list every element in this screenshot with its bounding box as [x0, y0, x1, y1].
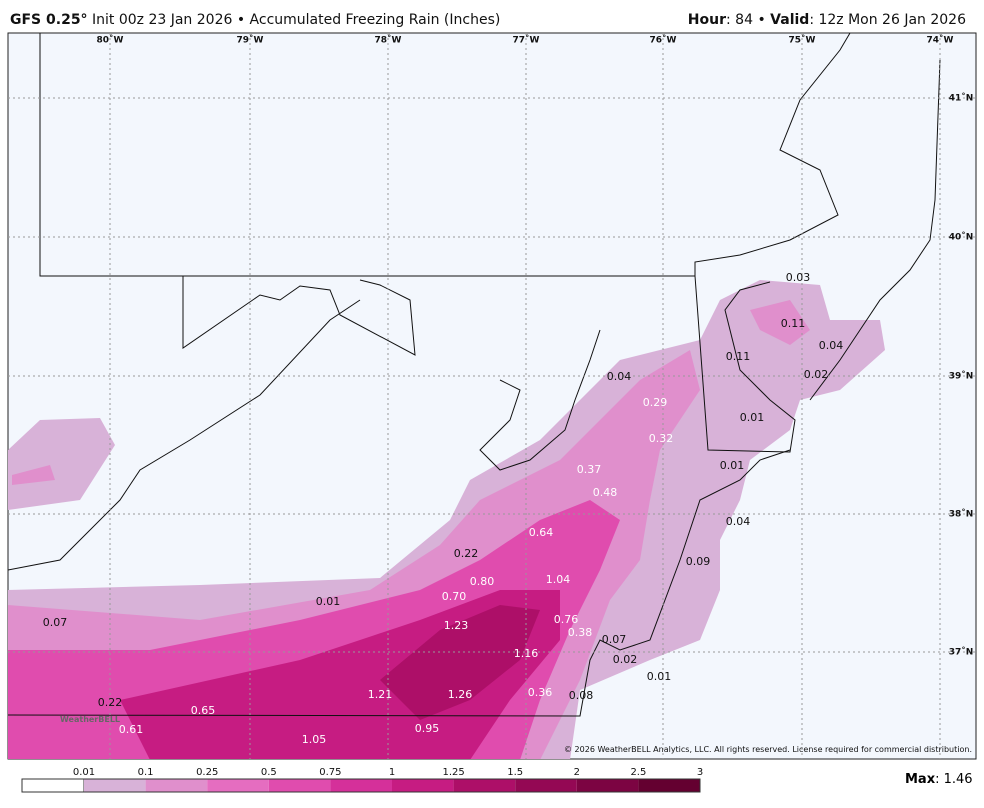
max-label: Max — [905, 772, 936, 787]
value-label: 0.02 — [804, 368, 829, 381]
copyright: © 2026 WeatherBELL Analytics, LLC. All r… — [564, 745, 972, 754]
colorbar-label: 1.25 — [442, 767, 464, 778]
value-label: 0.32 — [649, 432, 674, 445]
longitude-label: 74˚W — [927, 35, 954, 46]
value-label: 0.11 — [781, 317, 806, 330]
colorbar-frame — [21, 778, 701, 793]
value-label: 0.04 — [726, 515, 751, 528]
value-label: 0.64 — [529, 526, 554, 539]
latitude-label: 37˚N — [949, 647, 974, 658]
latitude-label: 40˚N — [949, 232, 974, 243]
colorbar-segment — [207, 779, 269, 792]
colorbar-label: 0.1 — [138, 767, 154, 778]
subtitle: Init 00z 23 Jan 2026 • Accumulated Freez… — [92, 12, 501, 28]
colorbar-segment — [392, 779, 454, 792]
value-label: 0.48 — [593, 486, 618, 499]
value-label: 1.26 — [448, 688, 473, 701]
value-label: 0.29 — [643, 396, 668, 409]
colorbar-blank — [21, 778, 85, 793]
longitude-label: 75˚W — [789, 35, 816, 46]
colorbar-segment — [515, 779, 577, 792]
value-label: 0.01 — [720, 459, 745, 472]
colorbar-segment — [330, 779, 392, 792]
valid-time: Hour: 84 • Valid: 12z Mon 26 Jan 2026 — [688, 12, 966, 28]
hour-label: Hour — [687, 12, 727, 28]
value-label: 0.08 — [569, 689, 594, 702]
value-label: 0.02 — [613, 653, 638, 666]
value-label: 0.11 — [726, 350, 751, 363]
colorbar-label: 0.25 — [196, 767, 218, 778]
value-label: 0.03 — [786, 271, 811, 284]
colorbar-segment — [638, 779, 700, 792]
value-label: 0.65 — [191, 704, 216, 717]
value-label: 0.70 — [442, 590, 467, 603]
hour: : 84 • — [726, 12, 766, 28]
longitude-label: 78˚W — [375, 35, 402, 46]
value-label: 0.76 — [554, 613, 579, 626]
valid: : 12z Mon 26 Jan 2026 — [809, 12, 966, 28]
value-label: 1.05 — [302, 733, 327, 746]
value-label: 0.36 — [528, 686, 553, 699]
colorbar-label: 0.5 — [261, 767, 277, 778]
borders — [8, 33, 941, 717]
colorbar-segment — [453, 779, 516, 792]
max-value: : 1.46 — [935, 772, 973, 787]
value-label: 0.22 — [98, 696, 123, 709]
value-label: 0.80 — [470, 575, 495, 588]
graticule — [8, 33, 976, 759]
shading — [8, 280, 885, 759]
logo: WeatherBELL — [60, 715, 120, 724]
value-label: 1.21 — [368, 688, 393, 701]
value-label: 0.01 — [316, 595, 341, 608]
colorbar-label: 0.75 — [319, 767, 341, 778]
longitude-label: 80˚W — [97, 35, 124, 46]
value-label: 1.23 — [444, 619, 469, 632]
value-label: 0.04 — [819, 339, 844, 352]
value-label: 0.01 — [647, 670, 672, 683]
colorbar-segment — [84, 779, 146, 792]
colorbar-label: 1.5 — [507, 767, 523, 778]
colorbar-label: 0.01 — [73, 767, 95, 778]
colorbar-label: 2 — [574, 767, 580, 778]
colorbar-segment — [576, 779, 639, 792]
latitude-label: 38˚N — [949, 509, 974, 520]
valid-label: Valid — [770, 12, 810, 28]
colorbar-label: 3 — [697, 767, 703, 778]
value-label: 0.09 — [686, 555, 711, 568]
longitude-label: 76˚W — [650, 35, 677, 46]
colorbar-label: 1 — [389, 767, 395, 778]
value-label: 0.04 — [607, 370, 632, 383]
latitude-label: 41˚N — [949, 93, 974, 104]
model: GFS 0.25° — [10, 12, 88, 28]
title: GFS 0.25° Init 00z 23 Jan 2026 • Accumul… — [10, 12, 500, 28]
latitude-label: 39˚N — [949, 371, 974, 382]
value-label: 0.61 — [119, 723, 144, 736]
longitude-label: 77˚W — [513, 35, 540, 46]
value-label: 0.07 — [602, 633, 627, 646]
colorbar-segment — [268, 779, 331, 792]
colorbar-segment — [145, 779, 208, 792]
value-label: 0.07 — [43, 616, 68, 629]
value-label: 1.16 — [514, 647, 539, 660]
value-label: 0.37 — [577, 463, 602, 476]
value-label: 1.04 — [546, 573, 571, 586]
value-label: 0.95 — [415, 722, 440, 735]
value-label: 0.01 — [740, 411, 765, 424]
colorbar-label: 2.5 — [630, 767, 646, 778]
max: Max: 1.46 — [905, 772, 973, 787]
longitude-label: 79˚W — [237, 35, 264, 46]
value-label: 0.38 — [568, 626, 593, 639]
value-label: 0.22 — [454, 547, 479, 560]
